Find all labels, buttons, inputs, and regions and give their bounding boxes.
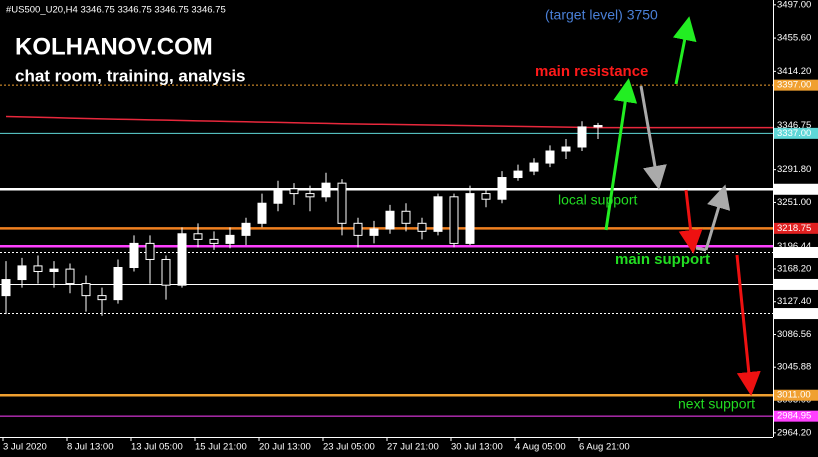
- price-box-label: 3148.90: [777, 279, 811, 290]
- x-tick-label: 30 Jul 13:00: [451, 442, 503, 453]
- y-tick-label: 3168.20: [777, 263, 811, 274]
- price-box-label: 3011.00: [777, 390, 811, 401]
- price-box-label: 3196.44: [777, 241, 811, 252]
- price-box: [774, 222, 818, 234]
- candle-body: [497, 177, 507, 200]
- y-tick-label: 3414.20: [777, 66, 811, 77]
- arrow: [678, 189, 703, 254]
- candle-body: [481, 193, 491, 200]
- candle-body: [417, 222, 427, 232]
- x-tick-label: 4 Aug 05:00: [515, 442, 566, 453]
- price-box-label: 3188.69: [777, 247, 811, 258]
- annotation: main resistance: [535, 63, 648, 80]
- candle-body: [593, 125, 603, 128]
- arrow: [604, 78, 638, 231]
- candle-body: [289, 188, 299, 195]
- candle-body: [97, 295, 107, 301]
- moving-average: [5, 115, 773, 129]
- candle-body: [209, 238, 219, 244]
- candle-body: [33, 265, 43, 273]
- x-tick-label: 27 Jul 21:00: [387, 442, 439, 453]
- candle-body: [513, 170, 523, 179]
- candle-body: [465, 193, 475, 244]
- candle-body: [529, 162, 539, 172]
- x-tick-label: 8 Jul 13:00: [67, 442, 113, 453]
- candle-body: [161, 258, 171, 286]
- y-tick-label: 3127.40: [777, 296, 811, 307]
- candle-body: [337, 182, 347, 224]
- arrow: [672, 16, 697, 85]
- y-tick-label: 3455.60: [777, 33, 811, 44]
- candle-body: [305, 193, 315, 198]
- x-tick-label: 23 Jul 05:00: [323, 442, 375, 453]
- x-tick-label: 3 Jul 2020: [3, 442, 47, 453]
- price-box-label: 3346.75: [777, 120, 811, 131]
- candle-body: [177, 233, 187, 286]
- candle-body: [1, 279, 11, 297]
- candle-body: [449, 196, 459, 244]
- price-box: [774, 278, 818, 290]
- price-box-label: 3218.75: [777, 223, 811, 234]
- y-tick-label: 3045.88: [777, 362, 811, 373]
- candle-body: [145, 242, 155, 260]
- price-box-label: 3267.39: [777, 184, 811, 195]
- price-box: [774, 308, 818, 320]
- arrow: [639, 85, 667, 190]
- candle-body: [113, 267, 123, 301]
- candle-body: [65, 268, 75, 285]
- candle-body: [385, 210, 395, 230]
- x-tick-label: 15 Jul 21:00: [195, 442, 247, 453]
- price-box: [774, 127, 818, 139]
- x-tick-label: 13 Jul 05:00: [131, 442, 183, 453]
- y-tick-label: 3251.00: [777, 197, 811, 208]
- annotation: main support: [615, 251, 710, 268]
- price-box: [774, 389, 818, 401]
- y-tick-label: 3497.00: [777, 0, 811, 10]
- annotation: local support: [558, 192, 637, 208]
- candle-body: [241, 222, 251, 236]
- x-tick-label: 6 Aug 21:00: [579, 442, 630, 453]
- arrow: [735, 254, 761, 396]
- candle-body: [433, 196, 443, 232]
- candle-body: [81, 283, 91, 297]
- candle-body: [193, 233, 203, 240]
- candle-body: [369, 228, 379, 236]
- price-box: [774, 410, 818, 422]
- price-box: [774, 240, 818, 252]
- price-box: [774, 120, 818, 132]
- annotation: next support: [678, 396, 755, 412]
- candle-body: [225, 234, 235, 244]
- price-box: [774, 246, 818, 258]
- candle-body: [49, 268, 59, 273]
- price-box-label: 3112.67: [777, 308, 811, 319]
- symbol-header: #US500_U20,H4 3346.75 3346.75 3346.75 33…: [6, 5, 226, 16]
- candle-body: [545, 150, 555, 164]
- price-box: [774, 79, 818, 91]
- x-tick-label: 20 Jul 13:00: [259, 442, 311, 453]
- arrows: [604, 16, 761, 396]
- price-box-label: 3337.00: [777, 128, 811, 139]
- brand: KOLHANOV.COM: [15, 33, 213, 60]
- price-box: [774, 183, 818, 195]
- candle-body: [17, 265, 27, 281]
- annotation: (target level) 3750: [545, 7, 658, 23]
- candle-body: [353, 222, 363, 236]
- subtitle: chat room, training, analysis: [15, 66, 246, 85]
- candle-body: [129, 242, 139, 269]
- candle-body: [321, 182, 331, 198]
- y-tick-label: 2964.20: [777, 427, 811, 438]
- arrow: [704, 184, 731, 251]
- arrow: [695, 246, 707, 252]
- y-tick-label: 3291.80: [777, 164, 811, 175]
- price-box-label: 3397.00: [777, 80, 811, 91]
- candle-body: [401, 210, 411, 224]
- candle-body: [577, 126, 587, 148]
- price-box-label: 2984.95: [777, 411, 811, 422]
- candle-body: [561, 146, 571, 152]
- candle-body: [257, 202, 267, 224]
- candle-body: [273, 188, 283, 204]
- y-tick-label: 3086.56: [777, 329, 811, 340]
